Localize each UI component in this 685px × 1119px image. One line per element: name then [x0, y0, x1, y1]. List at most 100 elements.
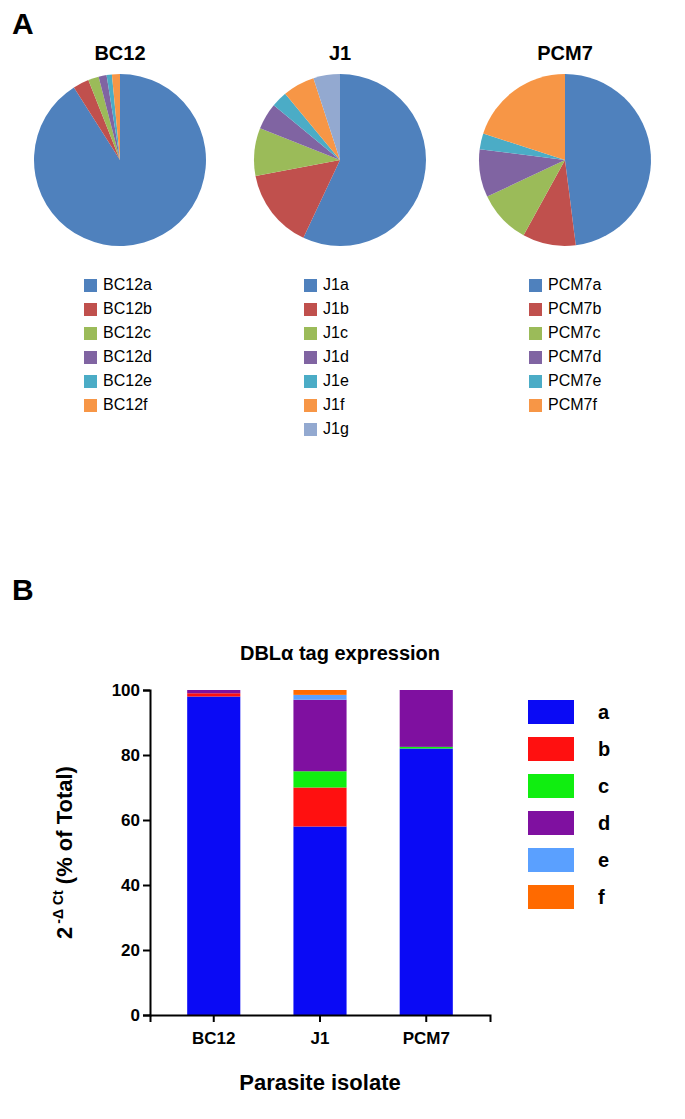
tick-label: 40 — [121, 876, 140, 895]
tick: 100 — [112, 681, 150, 700]
legend-label: J1d — [323, 348, 349, 365]
legend-swatch — [529, 303, 542, 316]
tick-mark — [425, 1015, 427, 1022]
legend: abcdef — [528, 700, 610, 909]
tick-mark — [213, 1015, 215, 1022]
tick-label: PCM7 — [403, 1029, 450, 1048]
legend-label: PCM7b — [548, 300, 601, 317]
tick-mark — [143, 820, 150, 822]
pie-chart: ABC12BC12aBC12bBC12cBC12dBC12eBC12f — [12, 7, 206, 413]
legend-label: PCM7f — [548, 396, 597, 413]
legend-swatch — [529, 279, 542, 292]
legend-label: BC12c — [103, 324, 151, 341]
legend-label: PCM7c — [548, 324, 600, 341]
legend: J1aJ1bJ1cJ1dJ1eJ1fJ1g — [304, 276, 349, 437]
legend: BC12aBC12bBC12cBC12dBC12eBC12f — [84, 276, 152, 413]
bar-segment — [400, 747, 453, 749]
legend-swatch — [528, 811, 574, 835]
x-axis-title: Parasite isolate — [239, 1070, 400, 1095]
legend-swatch — [528, 737, 574, 761]
chart-title: DBLα tag expression — [240, 642, 440, 664]
tick: 80 — [121, 746, 150, 765]
legend-label: BC12a — [103, 276, 152, 293]
bar-segment — [400, 690, 453, 691]
legend-label: BC12f — [103, 396, 148, 413]
tick-label: BC12 — [192, 1029, 235, 1048]
figure: ABC12BC12aBC12bBC12cBC12dBC12eBC12fJ1J1a… — [0, 0, 685, 1119]
legend-label: a — [598, 701, 610, 723]
legend-swatch — [304, 351, 317, 364]
tick: 0 — [131, 1006, 150, 1025]
pie-slice — [565, 74, 651, 245]
legend-swatch — [84, 279, 97, 292]
legend-swatch — [529, 399, 542, 412]
bar-segment — [400, 690, 453, 691]
legend-swatch — [304, 279, 317, 292]
legend-swatch — [84, 327, 97, 340]
legend-swatch — [84, 399, 97, 412]
bar-segment — [293, 690, 346, 695]
legend-swatch — [528, 774, 574, 798]
tick: 60 — [121, 811, 150, 830]
axis-line — [143, 691, 151, 1016]
legend-swatch — [304, 303, 317, 316]
tick: 40 — [121, 876, 150, 895]
legend-label: J1g — [323, 420, 349, 437]
pie-slices — [34, 74, 206, 246]
bar-segment — [187, 697, 240, 1016]
legend-swatch — [528, 885, 574, 909]
tick-label: 60 — [121, 811, 140, 830]
legend-swatch — [529, 375, 542, 388]
legend-label: PCM7d — [548, 348, 601, 365]
pie-slice — [483, 74, 565, 160]
bar-segment — [293, 700, 346, 772]
pie-slice — [34, 74, 206, 246]
pie-chart: PCM7 PCM7a PCM7b PCM7c PCM7d PCM7e PCM7f — [479, 42, 651, 413]
x-axis: BC12 J1 PCM7 — [151, 1015, 491, 1048]
legend-label: J1b — [323, 300, 349, 317]
legend-swatch — [528, 848, 574, 872]
legend-swatch — [529, 351, 542, 364]
pie-slice — [112, 74, 120, 160]
bar-segment — [187, 690, 240, 693]
tick-label: 80 — [121, 746, 140, 765]
tick-label: 0 — [131, 1006, 140, 1025]
tick-mark — [143, 885, 150, 887]
legend-label: d — [598, 812, 610, 834]
tick-label: J1 — [311, 1029, 330, 1048]
bars — [187, 690, 453, 1015]
legend-label: J1e — [323, 372, 349, 389]
legend-swatch — [304, 423, 317, 436]
bar-segment — [293, 771, 346, 787]
tick-mark — [143, 755, 150, 757]
pie-slices — [254, 74, 426, 246]
pie-title: J1 — [329, 42, 351, 64]
legend-swatch — [304, 375, 317, 388]
legend-swatch — [84, 303, 97, 316]
bar-segment — [187, 690, 240, 691]
bar-segment — [400, 690, 453, 747]
legend-label: PCM7e — [548, 372, 601, 389]
pie-slices — [479, 74, 651, 246]
legend: PCM7a PCM7b PCM7c PCM7d PCM7e PCM7f — [529, 276, 601, 413]
tick-label: 20 — [121, 941, 140, 960]
pie-chart: J1J1aJ1bJ1cJ1dJ1eJ1fJ1g — [254, 42, 426, 437]
legend-label: f — [598, 886, 605, 908]
legend-label: BC12b — [103, 300, 152, 317]
legend-label: J1a — [323, 276, 349, 293]
pie-slice — [313, 74, 340, 160]
tick: 20 — [121, 941, 150, 960]
tick-label: 100 — [112, 681, 140, 700]
legend-swatch — [84, 375, 97, 388]
legend-label: J1f — [323, 396, 345, 413]
y-axis-title-rest: (% of Total) — [52, 766, 77, 890]
legend-swatch — [529, 327, 542, 340]
tick-mark — [143, 1015, 150, 1017]
legend-label: PCM7a — [548, 276, 601, 293]
tick: BC12 — [192, 1015, 235, 1048]
tick: J1 — [311, 1015, 330, 1048]
pie-slice — [107, 74, 120, 160]
tick-mark — [319, 1015, 321, 1022]
pie-title: PCM7 — [537, 42, 593, 64]
tick-mark — [143, 690, 150, 692]
